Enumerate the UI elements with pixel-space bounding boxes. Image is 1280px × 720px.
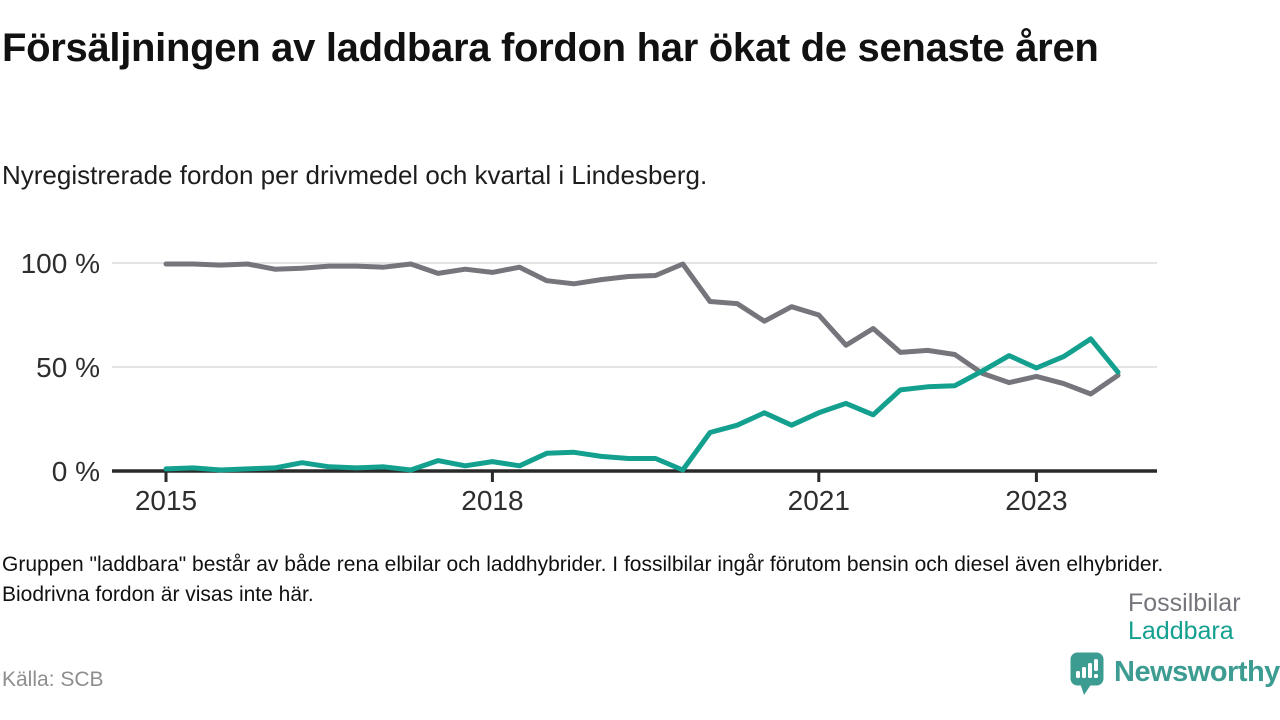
source-text: Källa: SCB (2, 668, 104, 691)
svg-text:2015: 2015 (135, 485, 197, 516)
legend-label-laddbara: Laddbara (1128, 617, 1234, 645)
legend-label-fossilbilar: Fossilbilar (1128, 589, 1241, 617)
svg-text:0 %: 0 % (52, 456, 100, 487)
svg-text:100 %: 100 % (21, 248, 100, 279)
newsworthy-pin-icon (1070, 652, 1104, 695)
svg-text:2018: 2018 (461, 485, 523, 516)
page-subtitle: Nyregistrerade fordon per drivmedel och … (2, 160, 708, 190)
chart-canvas: 100 % 50 % 0 % 2015 2018 2021 2023 (21, 248, 1157, 516)
svg-text:50 %: 50 % (36, 352, 100, 383)
chart-footnote: Gruppen "laddbara" består av både rena e… (2, 553, 1164, 606)
newsworthy-wordmark: Newsworthy (1114, 656, 1280, 688)
svg-text:2023: 2023 (1005, 485, 1067, 516)
page-title: Försäljningen av laddbara fordon har öka… (2, 26, 1099, 70)
line-chart: 100 % 50 % 0 % 2015 2018 2021 2023 Fossilbilar… (0, 245, 1280, 645)
newsworthy-logo: Newsworthy (1070, 652, 1280, 698)
svg-text:2021: 2021 (788, 485, 850, 516)
